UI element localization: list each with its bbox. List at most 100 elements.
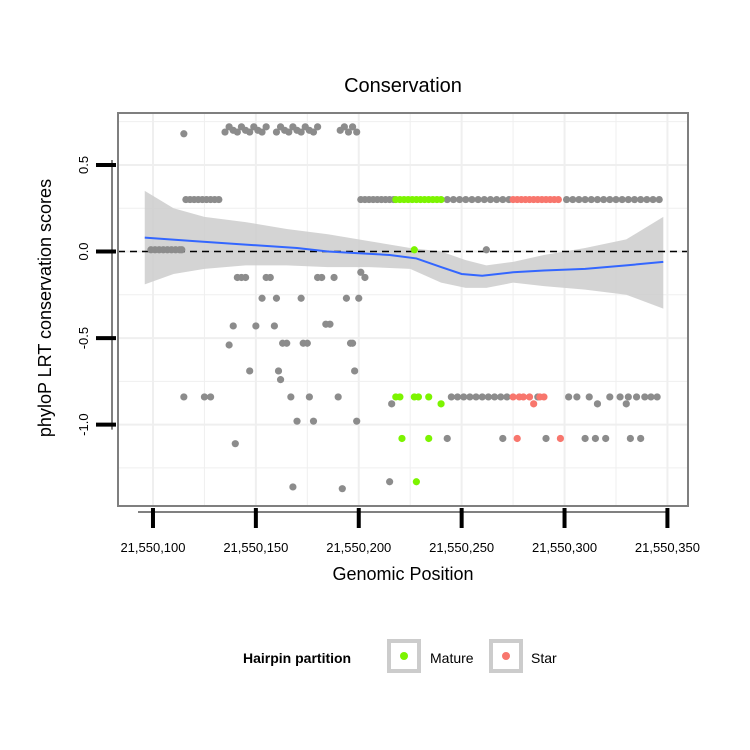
x-tick-label: 21,550,150: [223, 540, 288, 555]
data-point-other: [272, 128, 281, 136]
chart-title: Conservation: [344, 75, 462, 97]
y-tick-label: -0.5: [76, 327, 91, 349]
x-tick-label: 21,550,200: [326, 540, 391, 555]
data-point-other: [340, 123, 348, 131]
data-point-other: [626, 434, 634, 443]
data-point-other: [314, 123, 322, 131]
data-point-other: [266, 273, 274, 282]
data-point-other: [466, 393, 474, 401]
series-mature: [392, 195, 445, 486]
data-point-other: [460, 393, 468, 401]
data-point-other: [200, 393, 209, 401]
x-tick-label: 21,550,350: [635, 540, 700, 555]
data-point-other: [252, 322, 260, 330]
legend-label-mature: Mature: [430, 650, 474, 666]
points-layer: [147, 123, 663, 493]
grid-lines: [118, 113, 688, 506]
data-point-other: [338, 485, 346, 493]
data-point-star: [540, 393, 548, 401]
data-point-other: [334, 393, 342, 401]
data-point-other: [348, 123, 357, 131]
data-point-star: [556, 434, 565, 443]
data-point-star: [554, 195, 562, 204]
data-point-other: [272, 294, 281, 302]
data-point-other: [289, 483, 297, 491]
series-other: [147, 123, 663, 493]
data-point-other: [246, 367, 254, 375]
data-point-other: [326, 320, 334, 328]
data-point-other: [606, 393, 614, 401]
data-point-other: [305, 393, 313, 401]
data-point-other: [486, 195, 495, 204]
data-point-other: [285, 128, 293, 136]
data-point-other: [622, 400, 630, 408]
legend-dot-mature: [400, 652, 408, 660]
legend-entry-mature: Mature: [387, 639, 474, 673]
data-point-other: [357, 268, 365, 276]
data-point-other: [632, 393, 641, 401]
data-point-other: [653, 393, 661, 401]
data-point-other: [276, 376, 285, 384]
data-point-other: [600, 195, 608, 204]
data-point-other: [233, 128, 241, 136]
x-tick-label: 21,550,300: [532, 540, 597, 555]
y-axis: 0.5 0.0 -0.5 -1.0: [76, 156, 116, 436]
loess-smooth-line: [144, 236, 664, 277]
data-point-other: [241, 273, 250, 282]
data-point-other: [353, 128, 361, 136]
data-point-other: [258, 128, 266, 136]
data-point-other: [480, 195, 488, 204]
data-point-other: [206, 393, 215, 401]
data-point-other: [493, 195, 501, 204]
data-point-other: [641, 393, 649, 401]
data-point-other: [258, 294, 266, 302]
data-point-mature: [396, 393, 404, 401]
data-point-other: [388, 400, 396, 408]
plot-panel-border: [117, 112, 689, 507]
data-point-other: [503, 393, 511, 401]
data-point-star: [513, 434, 521, 443]
data-point-other: [309, 417, 318, 425]
data-point-other: [348, 339, 357, 347]
data-point-other: [443, 195, 451, 204]
data-point-other: [386, 478, 394, 486]
data-point-other: [231, 440, 239, 448]
x-tick-label: 21,550,100: [120, 540, 185, 555]
data-point-mature: [425, 434, 433, 443]
data-point-other: [180, 393, 188, 401]
data-point-other: [180, 130, 188, 138]
data-point-other: [330, 273, 338, 282]
data-point-other: [221, 128, 229, 136]
data-point-other: [575, 195, 583, 204]
data-point-other: [497, 393, 505, 401]
x-tick-label: 21,550,250: [429, 540, 494, 555]
data-point-other: [453, 393, 462, 401]
data-point-other: [585, 393, 593, 401]
data-point-other: [602, 434, 610, 443]
data-point-other: [443, 434, 451, 443]
data-point-other: [499, 434, 507, 443]
data-point-other: [591, 434, 600, 443]
data-point-other: [353, 417, 361, 425]
data-point-other: [309, 128, 318, 136]
data-point-other: [462, 195, 470, 204]
data-point-other: [287, 393, 295, 401]
data-point-mature: [412, 478, 420, 486]
data-point-other: [637, 434, 645, 443]
data-point-mature: [437, 195, 445, 204]
data-point-other: [612, 195, 620, 204]
data-point-other: [468, 195, 476, 204]
y-tick-label: 0.5: [76, 156, 91, 174]
data-point-other: [246, 128, 254, 136]
data-point-other: [482, 246, 490, 254]
data-point-other: [624, 195, 632, 204]
data-point-other: [297, 294, 305, 302]
data-point-other: [562, 195, 571, 204]
legend-label-star: Star: [531, 650, 557, 666]
legend: Hairpin partition Mature Star: [243, 639, 557, 673]
data-point-other: [262, 123, 270, 131]
data-point-other: [630, 195, 639, 204]
data-point-other: [449, 195, 458, 204]
data-point-other: [624, 393, 632, 401]
data-point-other: [297, 128, 305, 136]
